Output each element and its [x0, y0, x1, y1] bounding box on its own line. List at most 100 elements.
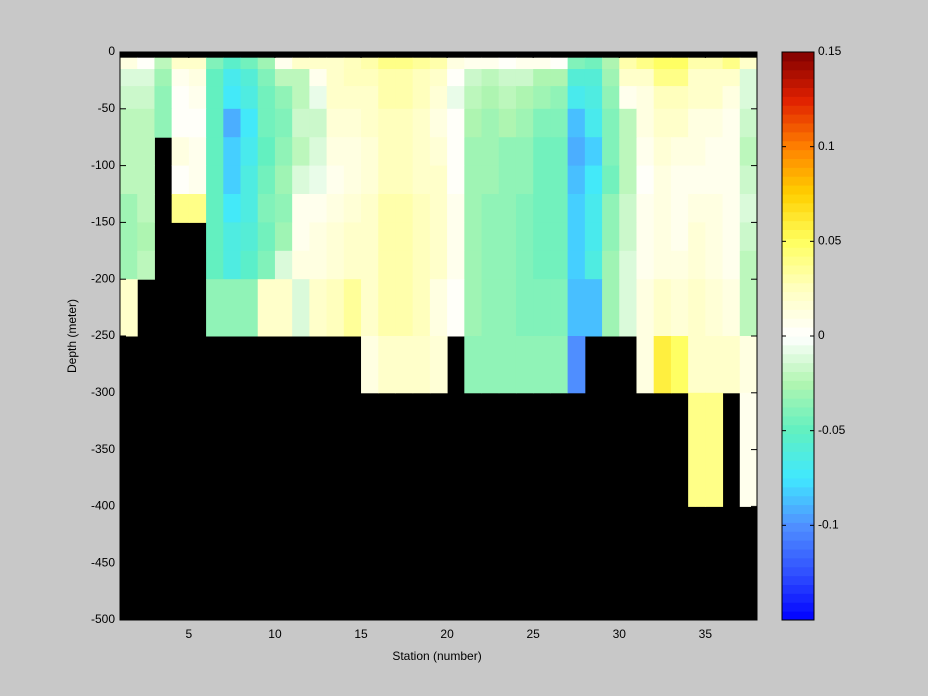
heatmap-cell [688, 69, 706, 87]
heatmap-cell [739, 86, 758, 110]
heatmap-cell [464, 86, 483, 110]
heatmap-cell [223, 250, 242, 280]
colorbar-swatch [782, 469, 814, 479]
heatmap-cell [120, 137, 138, 167]
heatmap-cell [223, 279, 242, 337]
heatmap-cell [515, 222, 534, 252]
colorbar-tick-label: 0.15 [818, 44, 842, 58]
heatmap-cell [429, 57, 448, 70]
heatmap-cell [533, 194, 551, 223]
heatmap-cell [584, 86, 603, 110]
heatmap-cell [326, 69, 345, 87]
heatmap-cell [550, 108, 569, 138]
heatmap-cell [602, 137, 620, 167]
heatmap-cell [670, 250, 689, 280]
heatmap-cell [464, 279, 483, 337]
heatmap-cell [533, 108, 551, 138]
heatmap-cell [326, 222, 345, 252]
heatmap-cell [464, 250, 483, 280]
heatmap-cell [567, 108, 586, 138]
heatmap-cell [292, 137, 310, 167]
heatmap-cell [412, 137, 431, 167]
colorbar-swatch [782, 593, 814, 603]
heatmap-cell [447, 108, 465, 138]
heatmap-cell [429, 137, 448, 167]
heatmap-cell [188, 137, 207, 167]
heatmap-cell [584, 108, 603, 138]
heatmap-cell [120, 222, 138, 252]
colorbar-swatch [782, 291, 814, 301]
heatmap-cell [722, 86, 741, 110]
heatmap-cell [343, 250, 362, 280]
colorbar-swatch [782, 220, 814, 230]
heatmap-cell [206, 222, 224, 252]
heatmap-cell [550, 250, 569, 280]
heatmap-cell [206, 137, 224, 167]
heatmap-cell [171, 69, 190, 87]
colorbar-swatch [782, 575, 814, 585]
colorbar-swatch [782, 300, 814, 310]
heatmap-cell [584, 222, 603, 252]
heatmap-cell [705, 165, 724, 195]
heatmap-cell [533, 86, 551, 110]
heatmap-cell [257, 57, 276, 70]
heatmap-cell [722, 222, 741, 252]
heatmap-cell [584, 137, 603, 167]
heatmap-cell [688, 194, 706, 223]
heatmap-cell [567, 222, 586, 252]
heatmap-cell [137, 222, 155, 252]
colorbar-swatch [782, 194, 814, 204]
heatmap-cell [739, 392, 758, 507]
heatmap-cell [361, 222, 379, 252]
heatmap-cell [257, 279, 276, 337]
colorbar-swatch [782, 540, 814, 550]
x-tick-label: 30 [613, 627, 627, 641]
heatmap-cell [188, 57, 207, 70]
heatmap-cell [533, 222, 551, 252]
heatmap-cell [567, 279, 586, 337]
colorbar-swatch [782, 451, 814, 461]
y-tick-label: -450 [91, 555, 115, 569]
heatmap-cell [533, 336, 551, 394]
heatmap-cell [120, 108, 138, 138]
heatmap-cell [481, 336, 500, 394]
heatmap-cell [550, 57, 569, 70]
heatmap-cell [309, 250, 328, 280]
heatmap-cell [378, 194, 396, 223]
heatmap-cell [274, 222, 293, 252]
colorbar-swatch [782, 87, 814, 97]
heatmap-cell [705, 69, 724, 87]
colorbar-swatch [782, 531, 814, 541]
colorbar-swatch [782, 123, 814, 133]
heatmap-cell [464, 108, 483, 138]
heatmap-cell [602, 279, 620, 337]
heatmap-cell [412, 222, 431, 252]
heatmap-cell [361, 137, 379, 167]
heatmap-cell [120, 57, 138, 70]
heatmap-cell [584, 69, 603, 87]
heatmap-cell [447, 250, 465, 280]
heatmap-cell [636, 279, 655, 337]
colorbar-swatch [782, 504, 814, 514]
colorbar-swatch [782, 318, 814, 328]
heatmap-cell [309, 165, 328, 195]
heatmap-cell [464, 69, 483, 87]
colorbar-swatch [782, 460, 814, 470]
heatmap-cell [257, 137, 276, 167]
heatmap-cell [292, 165, 310, 195]
heatmap-cell [395, 222, 414, 252]
heatmap-cell [171, 137, 190, 167]
heatmap-cell [326, 108, 345, 138]
heatmap-cell [515, 194, 534, 223]
heatmap-cell [722, 165, 741, 195]
heatmap-cell [670, 165, 689, 195]
colorbar-swatch [782, 96, 814, 106]
y-tick-label: -500 [91, 612, 115, 626]
heatmap-cell [705, 392, 724, 507]
heatmap-cell [206, 165, 224, 195]
heatmap-cell [274, 165, 293, 195]
heatmap-cell [171, 108, 190, 138]
colorbar-swatch [782, 167, 814, 177]
heatmap-cell [567, 137, 586, 167]
heatmap-cell [688, 86, 706, 110]
